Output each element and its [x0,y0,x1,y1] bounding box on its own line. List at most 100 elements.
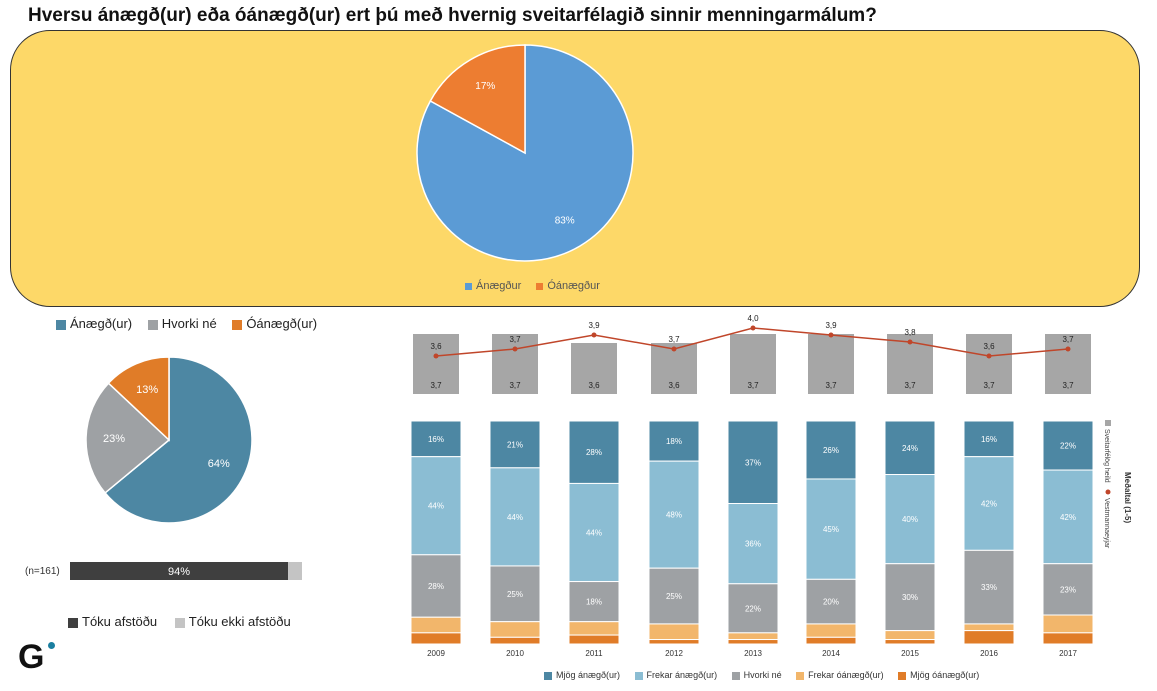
average-line-label: 3,7 [668,335,680,344]
legend-item-vestmannaeyjar: Vestmannaeyjar [1103,498,1110,549]
average-line-point [1065,346,1071,352]
legend-item-very-satisfied: Mjög ánægð(ur) [544,670,620,680]
average-bar [966,334,1012,394]
stacked-bar-label: 16% [428,435,444,444]
average-line-point [907,339,913,345]
logo: G [18,638,45,676]
average-bar-label: 3,7 [1062,381,1074,390]
average-line-point [828,332,834,338]
average-bar [571,343,617,394]
average-line-label: 3,6 [430,342,442,351]
legend-item-satisfied: Ánægður [465,280,527,292]
average-bar-label: 3,7 [904,381,916,390]
average-bar [730,334,776,394]
stacked-bar-segment [1042,563,1094,616]
year-tick-label: 2009 [427,649,445,658]
average-line-label: 3,8 [904,328,916,337]
response-legend: Tóku afstöðu Tóku ekki afstöðu [68,614,305,629]
response-bar-not-answered [288,562,302,580]
average-bar-label: 3,7 [747,381,759,390]
stacked-bar-segment [963,456,1015,551]
average-line-point [512,346,518,352]
stacked-bar-label: 48% [666,511,682,520]
slice-label: 17% [475,81,495,92]
survey-pie-legend: Ánægð(ur) Hvorki né Óánægð(ur) [56,316,329,331]
stacked-bar-label: 18% [666,437,682,446]
average-line-label: 3,7 [1062,335,1074,344]
legend-swatch [465,282,472,290]
stacked-bar-segment [1042,420,1094,471]
stacked-bar-segment [727,503,779,585]
logo-dot [48,642,55,649]
stacked-bar-segment [489,565,541,623]
stacked-bar-segment [805,636,857,645]
average-bar [413,334,459,394]
stacked-bar-segment [963,623,1015,632]
stacked-bar-segment [1042,469,1094,565]
year-tick-label: 2011 [585,649,603,658]
stacked-bar-segment [568,634,620,645]
stacked-bar-label: 23% [1060,585,1076,594]
legend-item-satisfied: Ánægð(ur) [56,316,132,331]
stacked-bar-label: 40% [902,515,918,524]
pie-slice [429,44,526,155]
average-line-label: 3,9 [588,321,600,330]
legend-swatch [232,319,243,330]
average-bar [1045,334,1091,394]
legend-title: Meðaltal (1-5) [1123,472,1132,523]
stacked-bar-label: 22% [745,604,761,613]
legend-swatch [634,671,643,680]
stacked-bar-segment [963,630,1015,645]
page-title: Hversu ánægð(ur) eða óánægð(ur) ert þú m… [28,5,877,26]
stacked-bar-segment [410,632,462,645]
stacked-bar-segment [648,460,700,569]
stacked-bar-label: 24% [902,444,918,453]
legend-item-municipalities: Sveitarfélög heild [1103,429,1110,483]
year-tick-label: 2012 [665,649,683,658]
average-line-label: 3,9 [825,321,837,330]
stacked-bar-segment [568,482,620,583]
stacked-bar-label: 42% [1060,513,1076,522]
year-tick-label: 2016 [980,649,998,658]
stacked-bar-label: 18% [586,598,602,607]
stacked-bar-label: 44% [428,502,444,511]
average-bar-label: 3,7 [509,381,521,390]
average-line-point [433,353,439,359]
legend-swatch [544,671,552,680]
average-bar-label: 3,6 [588,381,600,390]
legend-swatch [147,319,158,330]
average-bar-label: 3,7 [430,381,442,390]
stacked-bar-label: 25% [507,590,523,599]
average-line-label: 4,0 [747,314,759,323]
pie-slice [85,382,171,494]
legend-swatch [898,671,907,680]
stacked-bar-label: 26% [823,446,839,455]
stacked-bar-segment [489,621,541,638]
stacked-bar-segment [410,456,462,556]
legend-swatch [174,617,185,628]
average-bar-label: 3,7 [983,381,995,390]
average-line-point [671,346,677,352]
stacked-bar-label: 22% [1060,442,1076,451]
sample-size-label: (n=161) [25,566,60,577]
stacked-bar-segment [489,636,541,645]
stacked-bar-segment [1042,632,1094,645]
stacked-bar-segment [884,639,936,645]
stacked-bar-label: 44% [586,529,602,538]
slice-label: 83% [555,215,575,226]
legend-swatch [56,319,66,330]
average-bar [808,334,854,394]
legend-swatch [1105,420,1111,426]
year-tick-label: 2013 [744,649,762,658]
stacked-bar-segment [805,578,857,625]
stacked-bar-legend: Mjög ánægð(ur) Frekar ánægð(ur) Hvorki n… [544,670,991,680]
legend-item-fairly-satisfied: Frekar ánægð(ur) [634,670,717,680]
slice-label: 13% [136,384,158,396]
stacked-bar-label: 44% [507,513,523,522]
stacked-bar-label: 30% [902,593,918,602]
stacked-bar-segment [410,554,462,618]
stacked-bar-label: 20% [823,598,839,607]
stacked-bar-segment [884,630,936,641]
average-bar [492,334,538,394]
